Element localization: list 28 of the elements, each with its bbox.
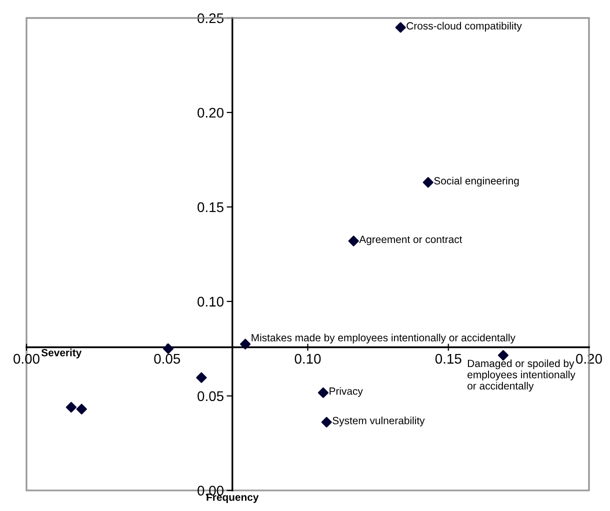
- y-tick-label: 0.15: [198, 202, 224, 212]
- point: [240, 338, 251, 350]
- annotation: Social engineering: [434, 176, 519, 187]
- x-tick-label: 0.00: [14, 354, 40, 364]
- x-tick-label: 0.05: [154, 354, 180, 364]
- x-tick-label: 0.15: [435, 354, 462, 364]
- point: [318, 387, 329, 398]
- y-tick-label: 0.10: [198, 296, 224, 307]
- annotation: Privacy: [330, 387, 363, 397]
- point: [348, 236, 359, 246]
- annotation: Agreement or contract: [359, 236, 462, 246]
- x-tick-label: 0.10: [294, 354, 321, 364]
- annotation: Cross-cloud compatibility: [406, 22, 522, 32]
- point: [321, 416, 332, 428]
- x-axis-title: Frequency: [206, 494, 259, 503]
- y-tick-label: 0.00: [198, 486, 224, 496]
- point: [422, 177, 434, 188]
- y-axis-title: Severity: [41, 348, 82, 358]
- point: [76, 404, 87, 414]
- point: [66, 402, 77, 413]
- y-tick-label: 0.05: [198, 391, 224, 402]
- point: [196, 372, 207, 383]
- point: [395, 22, 406, 33]
- y-tick-label: 0.20: [198, 108, 224, 118]
- annotation: System vulnerability: [332, 416, 425, 426]
- point: [162, 343, 174, 354]
- annotation: Damaged or spoiled by employees intentionally or accidentally: [468, 359, 576, 392]
- annotation: Mistakes made by employees intentionally or accidentally: [252, 334, 516, 344]
